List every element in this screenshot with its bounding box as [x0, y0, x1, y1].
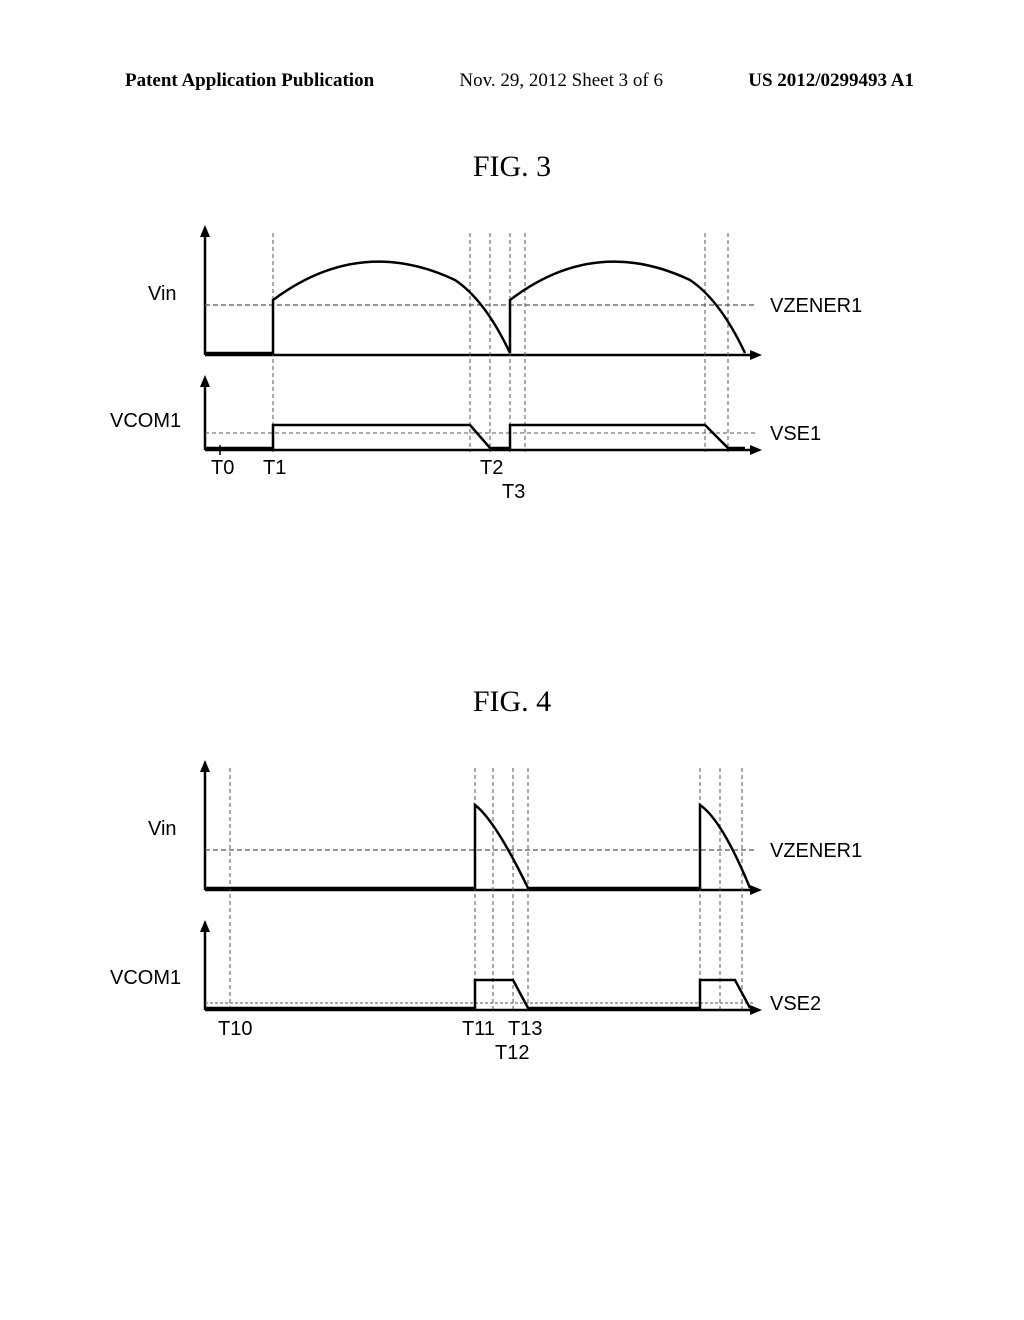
fig4-diagram: Vin VCOM1 VZENER1 VSE2 T10 T11 T13 T12	[130, 760, 860, 1080]
header-right: US 2012/0299493 A1	[748, 70, 914, 92]
fig4-vcom1-label: VCOM1	[110, 967, 181, 990]
fig3-t0: T0	[211, 457, 234, 480]
fig3-vse1-label: VSE1	[770, 423, 821, 446]
fig4-title: FIG. 4	[0, 685, 1024, 719]
fig3-vin-label: Vin	[148, 283, 177, 306]
fig3-t3: T3	[502, 481, 525, 504]
fig4-t13: T13	[508, 1018, 542, 1041]
header-mid: Nov. 29, 2012 Sheet 3 of 6	[459, 70, 663, 92]
fig3-title: FIG. 3	[0, 150, 1024, 184]
fig4-t10: T10	[218, 1018, 252, 1041]
page-header: Patent Application Publication Nov. 29, …	[0, 70, 1024, 92]
fig4-vzener1-label: VZENER1	[770, 840, 862, 863]
fig4-t12: T12	[495, 1042, 529, 1065]
fig3-vcom1-label: VCOM1	[110, 410, 181, 433]
header-left: Patent Application Publication	[125, 70, 374, 92]
fig3-t1: T1	[263, 457, 286, 480]
fig4-vin-label: Vin	[148, 818, 177, 841]
fig3-diagram: Vin VCOM1 VZENER1 VSE1 T0 T1 T2 T3	[130, 225, 860, 525]
fig4-t11: T11	[462, 1018, 495, 1041]
fig3-vzener1-label: VZENER1	[770, 295, 862, 318]
fig3-t2: T2	[480, 457, 503, 480]
fig4-vse2-label: VSE2	[770, 993, 821, 1016]
fig4-svg	[130, 760, 860, 1060]
